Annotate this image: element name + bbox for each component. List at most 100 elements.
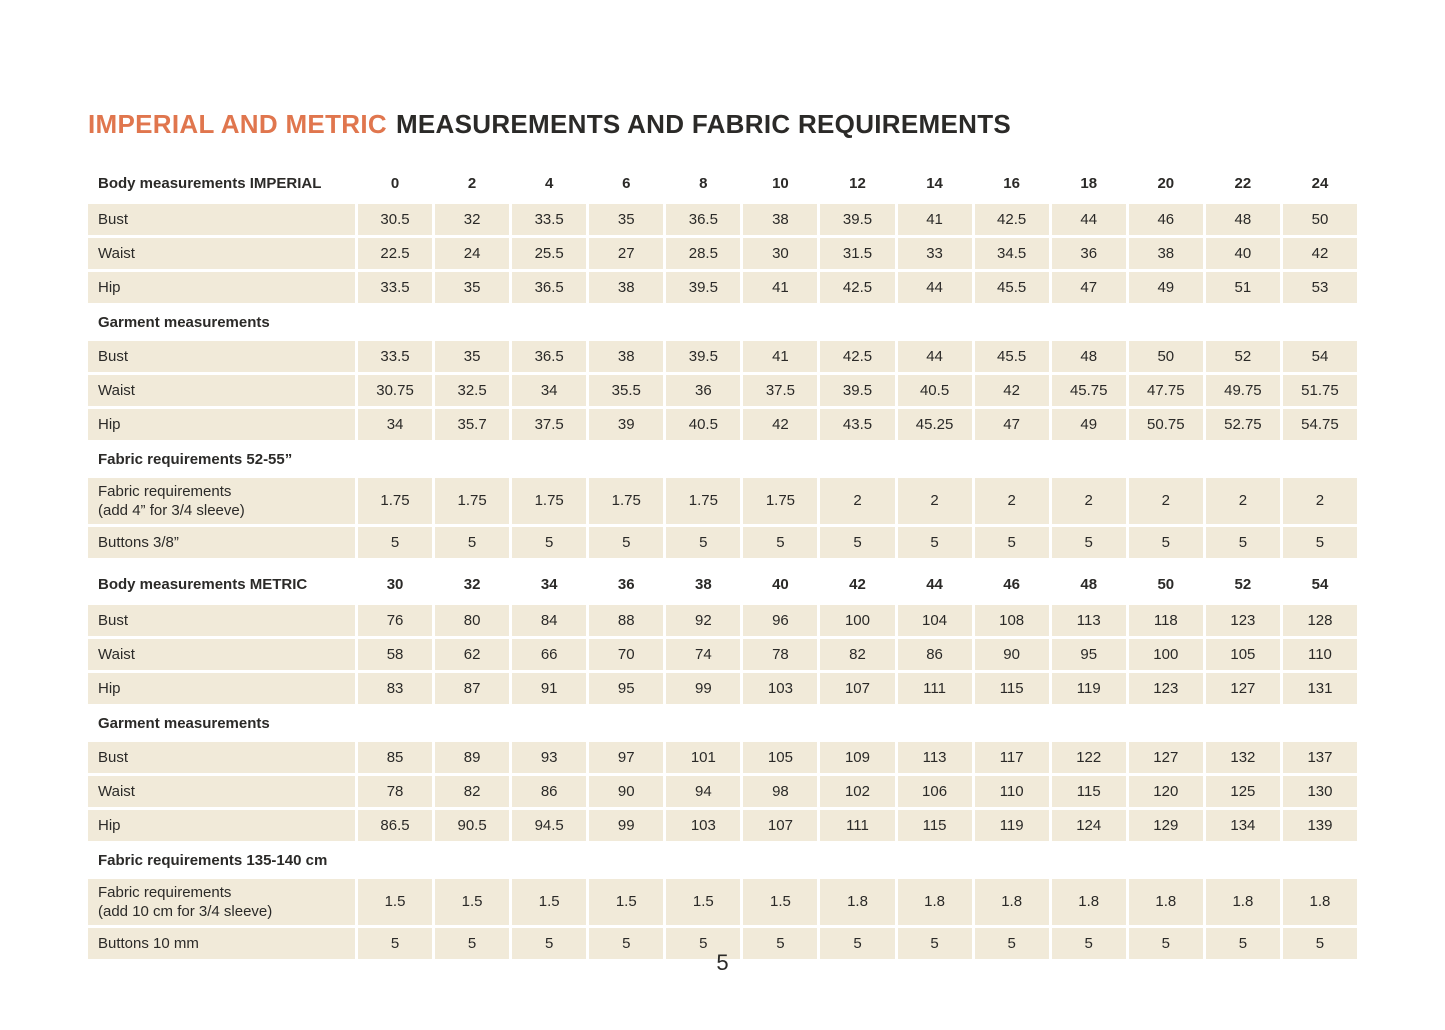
value-cell: 134 <box>1205 810 1280 841</box>
value-cell: 25.5 <box>512 238 587 269</box>
value-cell: 5 <box>666 527 741 558</box>
value-cell: 41 <box>743 272 818 303</box>
row-label: Fabric requirements (add 10 cm for 3/4 sl… <box>88 879 355 925</box>
row-label: Hip <box>88 673 355 704</box>
value-cell: 34.5 <box>974 238 1049 269</box>
value-cell: 1.5 <box>512 879 587 925</box>
value-cell: 86 <box>897 639 972 670</box>
value-cell: 91 <box>512 673 587 704</box>
value-cell: 5 <box>1282 527 1357 558</box>
value-cell: 1.75 <box>743 478 818 524</box>
value-cell: 1.8 <box>974 879 1049 925</box>
value-cell: 53 <box>1282 272 1357 303</box>
row-label: Bust <box>88 204 355 235</box>
value-cell: 40.5 <box>897 375 972 406</box>
value-cell: 76 <box>358 605 433 636</box>
value-cell: 127 <box>1205 673 1280 704</box>
value-cell: 2 <box>820 478 895 524</box>
value-cell: 110 <box>1282 639 1357 670</box>
value-cell: 99 <box>589 810 664 841</box>
sizes-header-row: Body measurements METRIC 30 32 34 36 38 40 42 44… <box>88 567 1357 603</box>
value-cell: 5 <box>666 928 741 959</box>
sizes-header-row: Body measurements IMPERIAL 0 2 4 6 8 10 12 14 16 1… <box>88 166 1357 202</box>
table-row: Waist 22.5 24 25.5 27 28.5 30 31.5 33 34.5 36 38 40 4… <box>88 238 1357 269</box>
value-cell: 100 <box>820 605 895 636</box>
section-header-label: Garment measurements <box>98 313 270 331</box>
value-cell: 42.5 <box>974 204 1049 235</box>
value-cell: 127 <box>1128 742 1203 773</box>
value-cell: 85 <box>358 742 433 773</box>
value-cell: 31.5 <box>820 238 895 269</box>
value-cell: 32 <box>435 204 510 235</box>
value-cell: 58 <box>358 639 433 670</box>
value-cell: 5 <box>1128 527 1203 558</box>
row-label: Waist <box>88 776 355 807</box>
value-cell: 5 <box>1051 928 1126 959</box>
value-cell: 1.75 <box>435 478 510 524</box>
value-cell: 86 <box>512 776 587 807</box>
value-cell: 78 <box>743 639 818 670</box>
value-cell: 5 <box>743 527 818 558</box>
value-cell: 119 <box>1051 673 1126 704</box>
value-cell: 74 <box>666 639 741 670</box>
table-row: Waist 78 82 86 90 94 98 102 106 110 115 120 125 130 <box>88 776 1357 807</box>
value-cell: 5 <box>358 527 433 558</box>
value-cell: 35 <box>435 272 510 303</box>
value-cell: 122 <box>1051 742 1126 773</box>
value-cell: 39.5 <box>820 375 895 406</box>
value-cell: 90.5 <box>435 810 510 841</box>
value-cell: 37.5 <box>512 409 587 440</box>
value-cell: 111 <box>897 673 972 704</box>
value-cell: 62 <box>435 639 510 670</box>
value-cell: 86.5 <box>358 810 433 841</box>
size-header-cell: 46 <box>1003 576 1020 593</box>
size-header-cell: 20 <box>1157 175 1175 192</box>
value-cell: 33.5 <box>358 341 433 372</box>
section-header-row: Garment measurements <box>88 707 1357 740</box>
value-cell: 22.5 <box>358 238 433 269</box>
value-cell: 2 <box>1282 478 1357 524</box>
value-cell: 97 <box>589 742 664 773</box>
value-cell: 45.5 <box>974 341 1049 372</box>
value-cell: 100 <box>1128 639 1203 670</box>
row-label: Waist <box>88 238 355 269</box>
value-cell: 33.5 <box>358 272 433 303</box>
value-cell: 70 <box>589 639 664 670</box>
value-cell: 105 <box>1205 639 1280 670</box>
table-row: Waist 58 62 66 70 74 78 82 86 90 95 100 105 110 <box>88 639 1357 670</box>
value-cell: 5 <box>1128 928 1203 959</box>
value-cell: 1.5 <box>743 879 818 925</box>
value-cell: 45.5 <box>974 272 1049 303</box>
value-cell: 1.8 <box>1051 879 1126 925</box>
value-cell: 1.5 <box>666 879 741 925</box>
value-cell: 49 <box>1128 272 1203 303</box>
value-cell: 95 <box>1051 639 1126 670</box>
value-cell: 5 <box>974 928 1049 959</box>
value-cell: 39.5 <box>666 341 741 372</box>
value-cell: 5 <box>820 928 895 959</box>
value-cell: 82 <box>820 639 895 670</box>
value-cell: 83 <box>358 673 433 704</box>
value-cell: 131 <box>1282 673 1357 704</box>
value-cell: 103 <box>743 673 818 704</box>
value-cell: 1.8 <box>1205 879 1280 925</box>
value-cell: 48 <box>1205 204 1280 235</box>
value-cell: 35.7 <box>435 409 510 440</box>
row-label: Waist <box>88 375 355 406</box>
value-cell: 40.5 <box>666 409 741 440</box>
value-cell: 118 <box>1128 605 1203 636</box>
value-cell: 38 <box>589 272 664 303</box>
value-cell: 5 <box>743 928 818 959</box>
value-cell: 129 <box>1128 810 1203 841</box>
value-cell: 109 <box>820 742 895 773</box>
value-cell: 5 <box>820 527 895 558</box>
value-cell: 137 <box>1282 742 1357 773</box>
value-cell: 2 <box>1051 478 1126 524</box>
value-cell: 1.8 <box>1282 879 1357 925</box>
value-cell: 41 <box>897 204 972 235</box>
table-row: Waist 30.75 32.5 34 35.5 36 37.5 39.5 40.5 42 45.7… <box>88 375 1357 406</box>
table-row: Bust 85 89 93 97 101 105 109 113 117 122 127 132 137 <box>88 742 1357 773</box>
value-cell: 107 <box>743 810 818 841</box>
table-row: Hip 86.5 90.5 94.5 99 103 107 111 115 119 124 129 13… <box>88 810 1357 841</box>
page-title-rest: MEASUREMENTS AND FABRIC REQUIREMENTS <box>395 109 1012 140</box>
